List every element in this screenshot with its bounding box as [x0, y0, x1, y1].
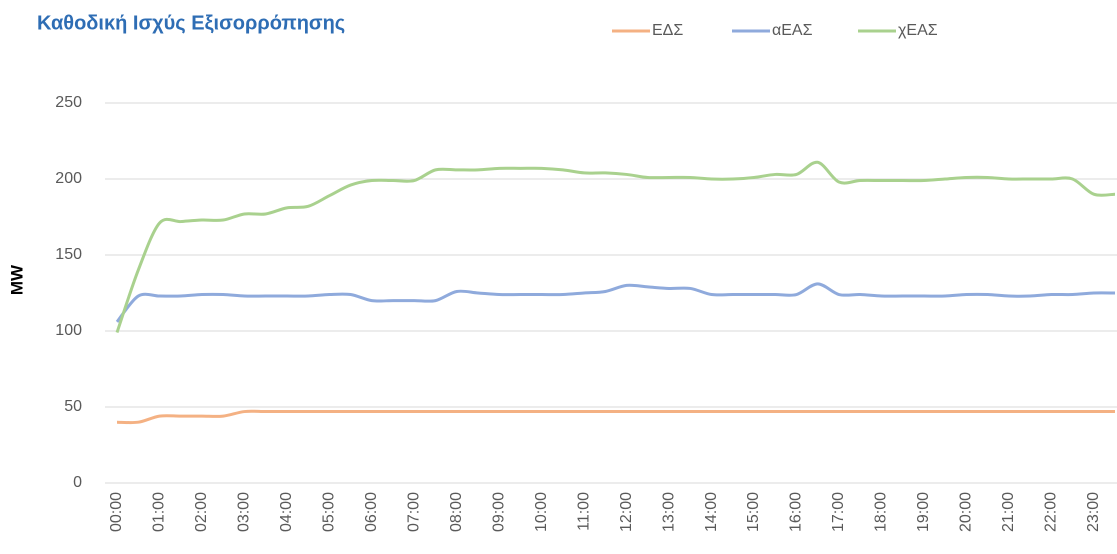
x-tick-label: 20:00 [958, 492, 975, 532]
x-tick-label: 17:00 [830, 492, 847, 532]
x-tick-label: 02:00 [193, 492, 210, 532]
line-series [115, 282, 1116, 323]
y-tick-label: 200 [55, 170, 82, 187]
chart-title: Καθοδική Ισχύς Εξισορρόπησης [37, 12, 345, 34]
x-tick-label: 22:00 [1043, 492, 1060, 532]
x-tick-label: 18:00 [873, 492, 890, 532]
x-tick-label: 15:00 [745, 492, 762, 532]
x-tick-label: 04:00 [278, 492, 295, 532]
y-tick-label: 100 [55, 322, 82, 339]
legend-label: ΕΔΣ [652, 22, 683, 39]
y-tick-label: 50 [64, 398, 82, 415]
legend-label: χΕΑΣ [898, 22, 938, 39]
x-tick-label: 23:00 [1085, 492, 1102, 532]
x-tick-label: 09:00 [490, 492, 507, 532]
x-tick-label: 14:00 [703, 492, 720, 532]
legend-label: αΕΑΣ [772, 22, 813, 39]
x-tick-label: 00:00 [108, 492, 125, 532]
y-tick-label: 150 [55, 246, 82, 263]
x-tick-label: 13:00 [660, 492, 677, 532]
y-tick-label: 250 [55, 94, 82, 111]
x-tick-label: 03:00 [236, 492, 253, 532]
x-tick-label: 11:00 [575, 492, 592, 531]
x-tick-label: 12:00 [618, 492, 635, 532]
y-axis-label: MW [7, 264, 26, 295]
line-series [115, 160, 1116, 334]
x-tick-label: 10:00 [533, 492, 550, 532]
x-tick-label: 19:00 [915, 492, 932, 532]
x-tick-label: 05:00 [321, 492, 338, 532]
x-tick-label: 21:00 [1000, 492, 1017, 532]
line-series [116, 409, 1115, 425]
x-tick-label: 01:00 [151, 492, 168, 532]
x-tick-label: 16:00 [788, 492, 805, 532]
x-tick-label: 07:00 [405, 492, 422, 532]
y-tick-label: 0 [73, 474, 82, 491]
x-tick-label: 08:00 [448, 492, 465, 532]
x-tick-label: 06:00 [363, 492, 380, 532]
